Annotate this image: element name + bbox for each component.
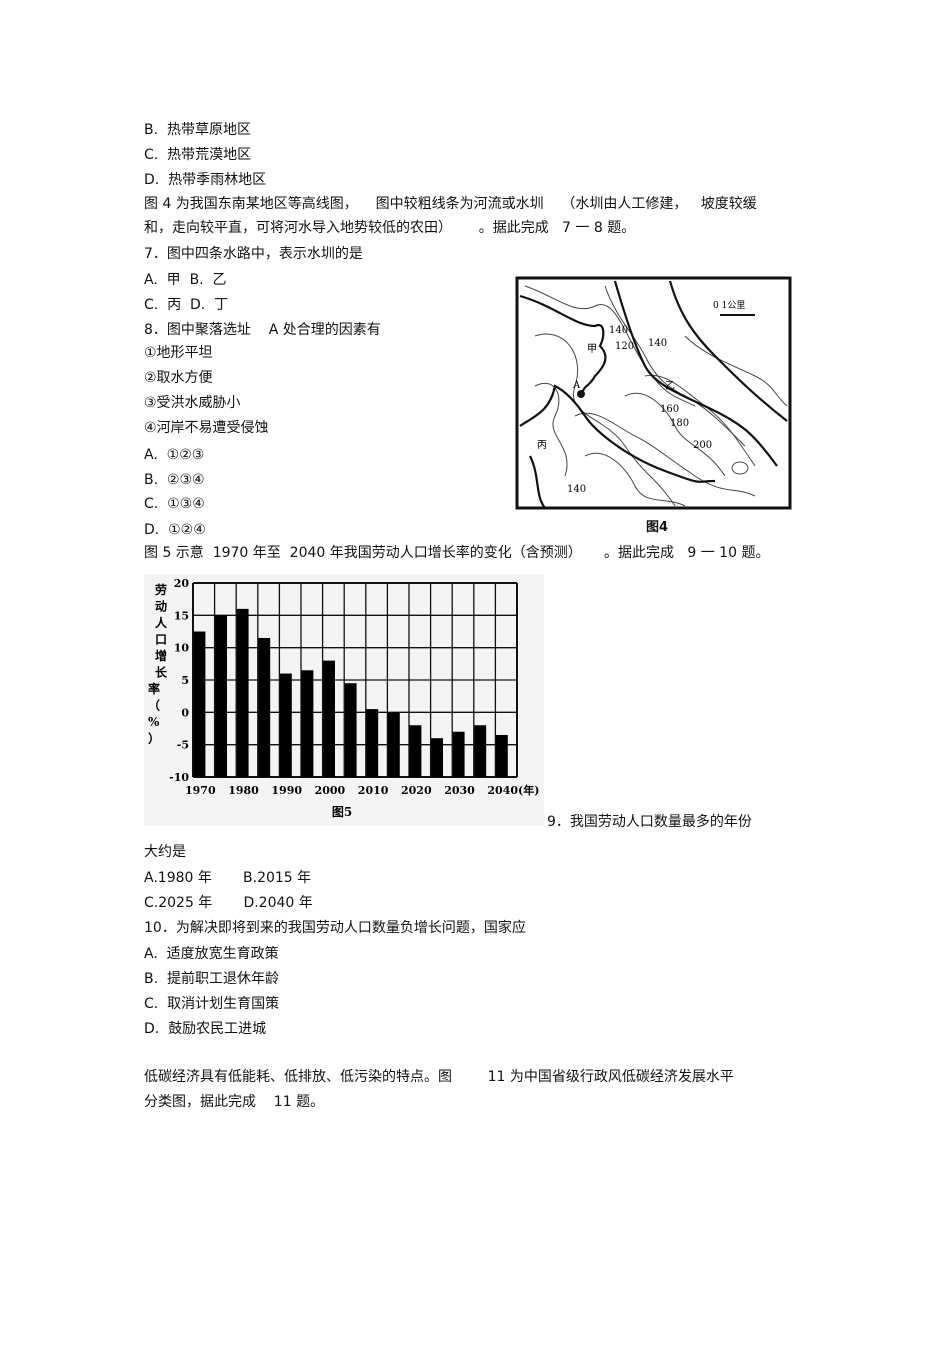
q9-stem-part1: 9．我国劳动人口数量最多的年份 bbox=[547, 814, 752, 830]
bar-1995 bbox=[301, 670, 314, 777]
q8-option-b: B. ②③④ bbox=[144, 472, 205, 488]
y-tick-label: 10 bbox=[174, 642, 190, 655]
contour-label: 200 bbox=[693, 440, 712, 451]
q8-factor-1: ①地形平坦 bbox=[144, 345, 213, 361]
fig4-intro-line2: 和，走向较平直，可将河水导入地势较低的农田） 。据此完成 7 一 8 题。 bbox=[144, 220, 636, 236]
x-tick-label: 2020 bbox=[401, 784, 432, 797]
bar-1980 bbox=[236, 608, 249, 777]
x-tick-label: 1980 bbox=[228, 784, 259, 797]
x-tick-label: 2030 bbox=[444, 784, 475, 797]
q8-option-a: A. ①②③ bbox=[144, 447, 205, 463]
bar-2000 bbox=[323, 660, 335, 777]
fig11-intro-line1: 低碳经济具有低能耗、低排放、低污染的特点。图 11 为中国省级行政风低碳经济发展… bbox=[144, 1069, 734, 1085]
fig5-intro: 图 5 示意 1970 年至 2040 年我国劳动人口增长率的变化（含预测） 。… bbox=[144, 545, 770, 561]
x-tick-label: 2000 bbox=[315, 784, 346, 797]
settlement-label-a: A bbox=[572, 380, 581, 391]
chart-title: 图5 bbox=[332, 805, 352, 819]
q10-option-a: A. 适度放宽生育政策 bbox=[144, 946, 279, 962]
bar-2020 bbox=[409, 725, 422, 777]
q8-factor-3: ③受洪水威胁小 bbox=[144, 395, 241, 411]
contour-label: 140 bbox=[648, 338, 667, 349]
waterway-label-bing: 丙 bbox=[537, 440, 547, 451]
q9-option-cd: C.2025 年 D.2040 年 bbox=[144, 895, 313, 911]
q10-option-b: B. 提前职工退休年龄 bbox=[144, 971, 279, 987]
q8-factor-4: ④河岸不易遭受侵蚀 bbox=[144, 420, 269, 436]
bar-1970 bbox=[193, 631, 206, 777]
q10-option-c: C. 取消计划生育国策 bbox=[144, 996, 280, 1012]
waterway-label-yi: 乙 bbox=[665, 380, 675, 392]
bar-2025 bbox=[431, 738, 443, 777]
fig11-intro-line2: 分类图，据此完成 11 题。 bbox=[144, 1094, 325, 1110]
y-tick-label: 20 bbox=[174, 577, 190, 590]
q8-factor-2: ②取水方便 bbox=[144, 370, 213, 386]
q8-option-c: C. ①③④ bbox=[144, 496, 205, 512]
fig4-caption: 图4 bbox=[646, 520, 669, 535]
x-tick-label: 1970 bbox=[185, 784, 216, 797]
x-tick-label: 1990 bbox=[271, 784, 302, 797]
bar-2015 bbox=[387, 712, 400, 777]
q6-option-b: B. 热带草原地区 bbox=[144, 122, 251, 138]
y-tick-label: 0 bbox=[181, 706, 189, 719]
bar-2040 bbox=[495, 734, 508, 777]
q10-stem: 10．为解决即将到来的我国劳动人口数量负增长问题，国家应 bbox=[144, 920, 526, 936]
bar-1975 bbox=[215, 615, 227, 777]
x-tick-label: 2040(年) bbox=[487, 783, 539, 797]
y-tick-label: -10 bbox=[169, 771, 189, 784]
map-scale-label: 0 1公里 bbox=[713, 300, 745, 311]
contour-label: 140 bbox=[609, 325, 628, 336]
y-axis-label: 劳动人口增长率（%） bbox=[148, 582, 168, 746]
x-tick-label: 2010 bbox=[358, 784, 389, 797]
contour-label: 140 bbox=[567, 484, 586, 495]
bar-2010 bbox=[366, 709, 379, 777]
q7-option-cd: C. 丙 D. 丁 bbox=[144, 297, 229, 313]
contour-label: 160 bbox=[660, 404, 679, 415]
q9-stem-part2: 大约是 bbox=[144, 844, 186, 860]
map-border bbox=[515, 276, 792, 510]
bar-2005 bbox=[344, 683, 357, 777]
q6-option-c: C. 热带荒漠地区 bbox=[144, 147, 252, 163]
y-tick-label: -5 bbox=[177, 739, 189, 752]
fig4-intro-line1: 图 4 为我国东南某地区等高线图， 图中较粗线条为河流或水圳 （水圳由人工修建，… bbox=[144, 196, 757, 212]
q10-option-d: D. 鼓励农民工进城 bbox=[144, 1021, 267, 1037]
y-tick-label: 15 bbox=[174, 609, 189, 622]
q8-stem: 8．图中聚落选址 A 处合理的因素有 bbox=[144, 322, 381, 338]
bar-1985 bbox=[258, 637, 271, 777]
q7-stem: 7．图中四条水路中，表示水圳的是 bbox=[144, 246, 363, 262]
q6-option-d: D. 热带季雨林地区 bbox=[144, 172, 267, 188]
settlement-a-marker bbox=[577, 390, 585, 398]
bar-2030 bbox=[452, 731, 465, 777]
q7-option-ab: A. 甲 B. 乙 bbox=[144, 272, 227, 288]
contour-map-fig4: 140 120 140 乙 160 180 200 丙 140 甲 A 0 1公… bbox=[515, 276, 792, 510]
bar-2035 bbox=[474, 725, 487, 777]
waterway-label-jia: 甲 bbox=[587, 344, 597, 355]
bar-1990 bbox=[279, 673, 292, 777]
q8-option-d: D. ①②④ bbox=[144, 522, 206, 538]
contour-label: 180 bbox=[670, 418, 689, 429]
y-tick-label: 5 bbox=[181, 674, 189, 687]
q9-option-ab: A.1980 年 B.2015 年 bbox=[144, 870, 312, 886]
contour-label: 120 bbox=[615, 341, 634, 352]
